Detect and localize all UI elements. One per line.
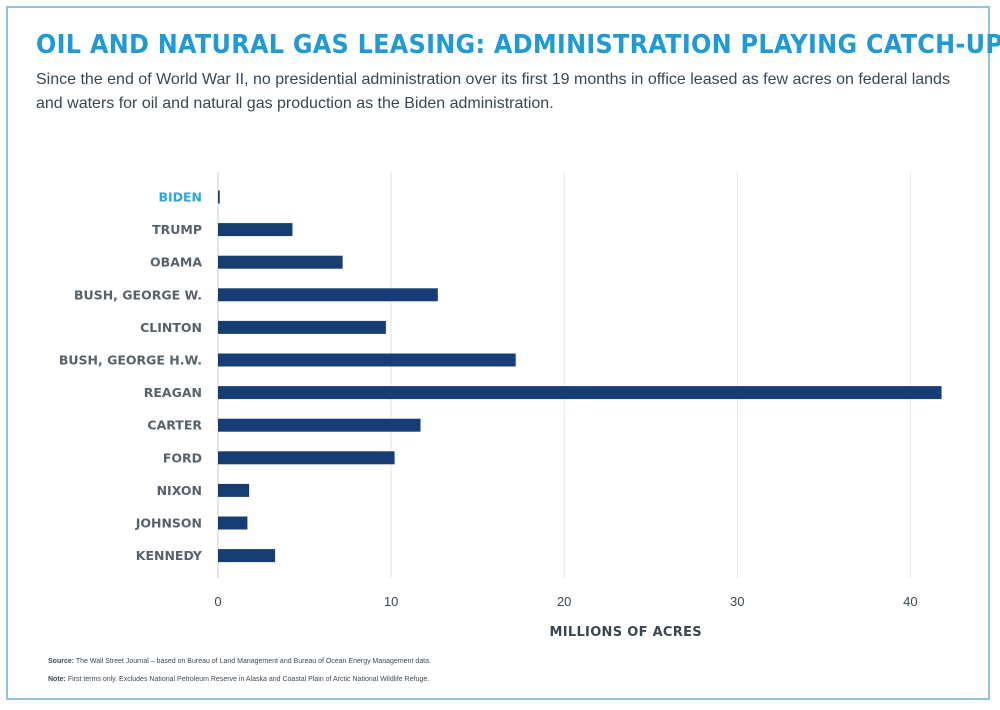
bar xyxy=(218,451,395,465)
bar xyxy=(218,223,293,237)
category-label: BUSH, GEORGE W. xyxy=(74,287,202,302)
bar xyxy=(218,288,438,302)
category-label: REAGAN xyxy=(144,385,202,400)
bar xyxy=(218,255,343,269)
bar xyxy=(218,483,250,497)
bar xyxy=(218,418,421,432)
chart-title: OIL AND NATURAL GAS LEASING: ADMINISTRAT… xyxy=(36,30,1000,60)
bar xyxy=(218,190,220,204)
x-tick-label: 40 xyxy=(903,594,917,609)
source-note: Source: The Wall Street Journal – based … xyxy=(48,658,431,665)
x-axis-title: MILLIONS OF ACRES xyxy=(550,625,702,640)
x-tick-label: 30 xyxy=(730,594,744,609)
x-tick-label: 0 xyxy=(214,594,221,609)
x-tick-labels: 0 10 20 30 40 xyxy=(214,594,917,609)
chart-frame xyxy=(6,6,990,700)
note-text: First terms only. Excludes National Petr… xyxy=(67,676,430,683)
bar xyxy=(218,320,386,334)
x-tick-label: 20 xyxy=(557,594,571,609)
category-label: CLINTON xyxy=(140,320,202,335)
category-label: OBAMA xyxy=(150,255,202,270)
bars xyxy=(218,190,942,563)
bar xyxy=(218,549,276,563)
note-label: Note: xyxy=(48,676,66,683)
category-label: TRUMP xyxy=(152,222,202,237)
category-label: FORD xyxy=(163,450,202,465)
chart-subtitle: Since the end of World War II, no presid… xyxy=(36,71,950,112)
category-labels: BIDEN TRUMP OBAMA BUSH, GEORGE W. CLINTON BUS… xyxy=(59,190,203,564)
bar xyxy=(218,386,942,400)
category-label: JOHNSON xyxy=(135,516,202,531)
bar xyxy=(218,353,516,367)
category-label: NIXON xyxy=(157,483,202,498)
footnote: Note: First terms only. Excludes Nationa… xyxy=(48,676,429,683)
bar xyxy=(218,516,248,530)
category-label: CARTER xyxy=(147,418,202,433)
x-tick-label: 10 xyxy=(384,594,398,609)
category-label: KENNEDY xyxy=(136,548,203,563)
category-label: BUSH, GEORGE H.W. xyxy=(59,353,202,368)
source-text: The Wall Street Journal – based on Burea… xyxy=(75,658,431,665)
category-label: BIDEN xyxy=(158,190,202,205)
gridlines xyxy=(217,172,911,578)
source-label: Source: xyxy=(48,658,75,665)
